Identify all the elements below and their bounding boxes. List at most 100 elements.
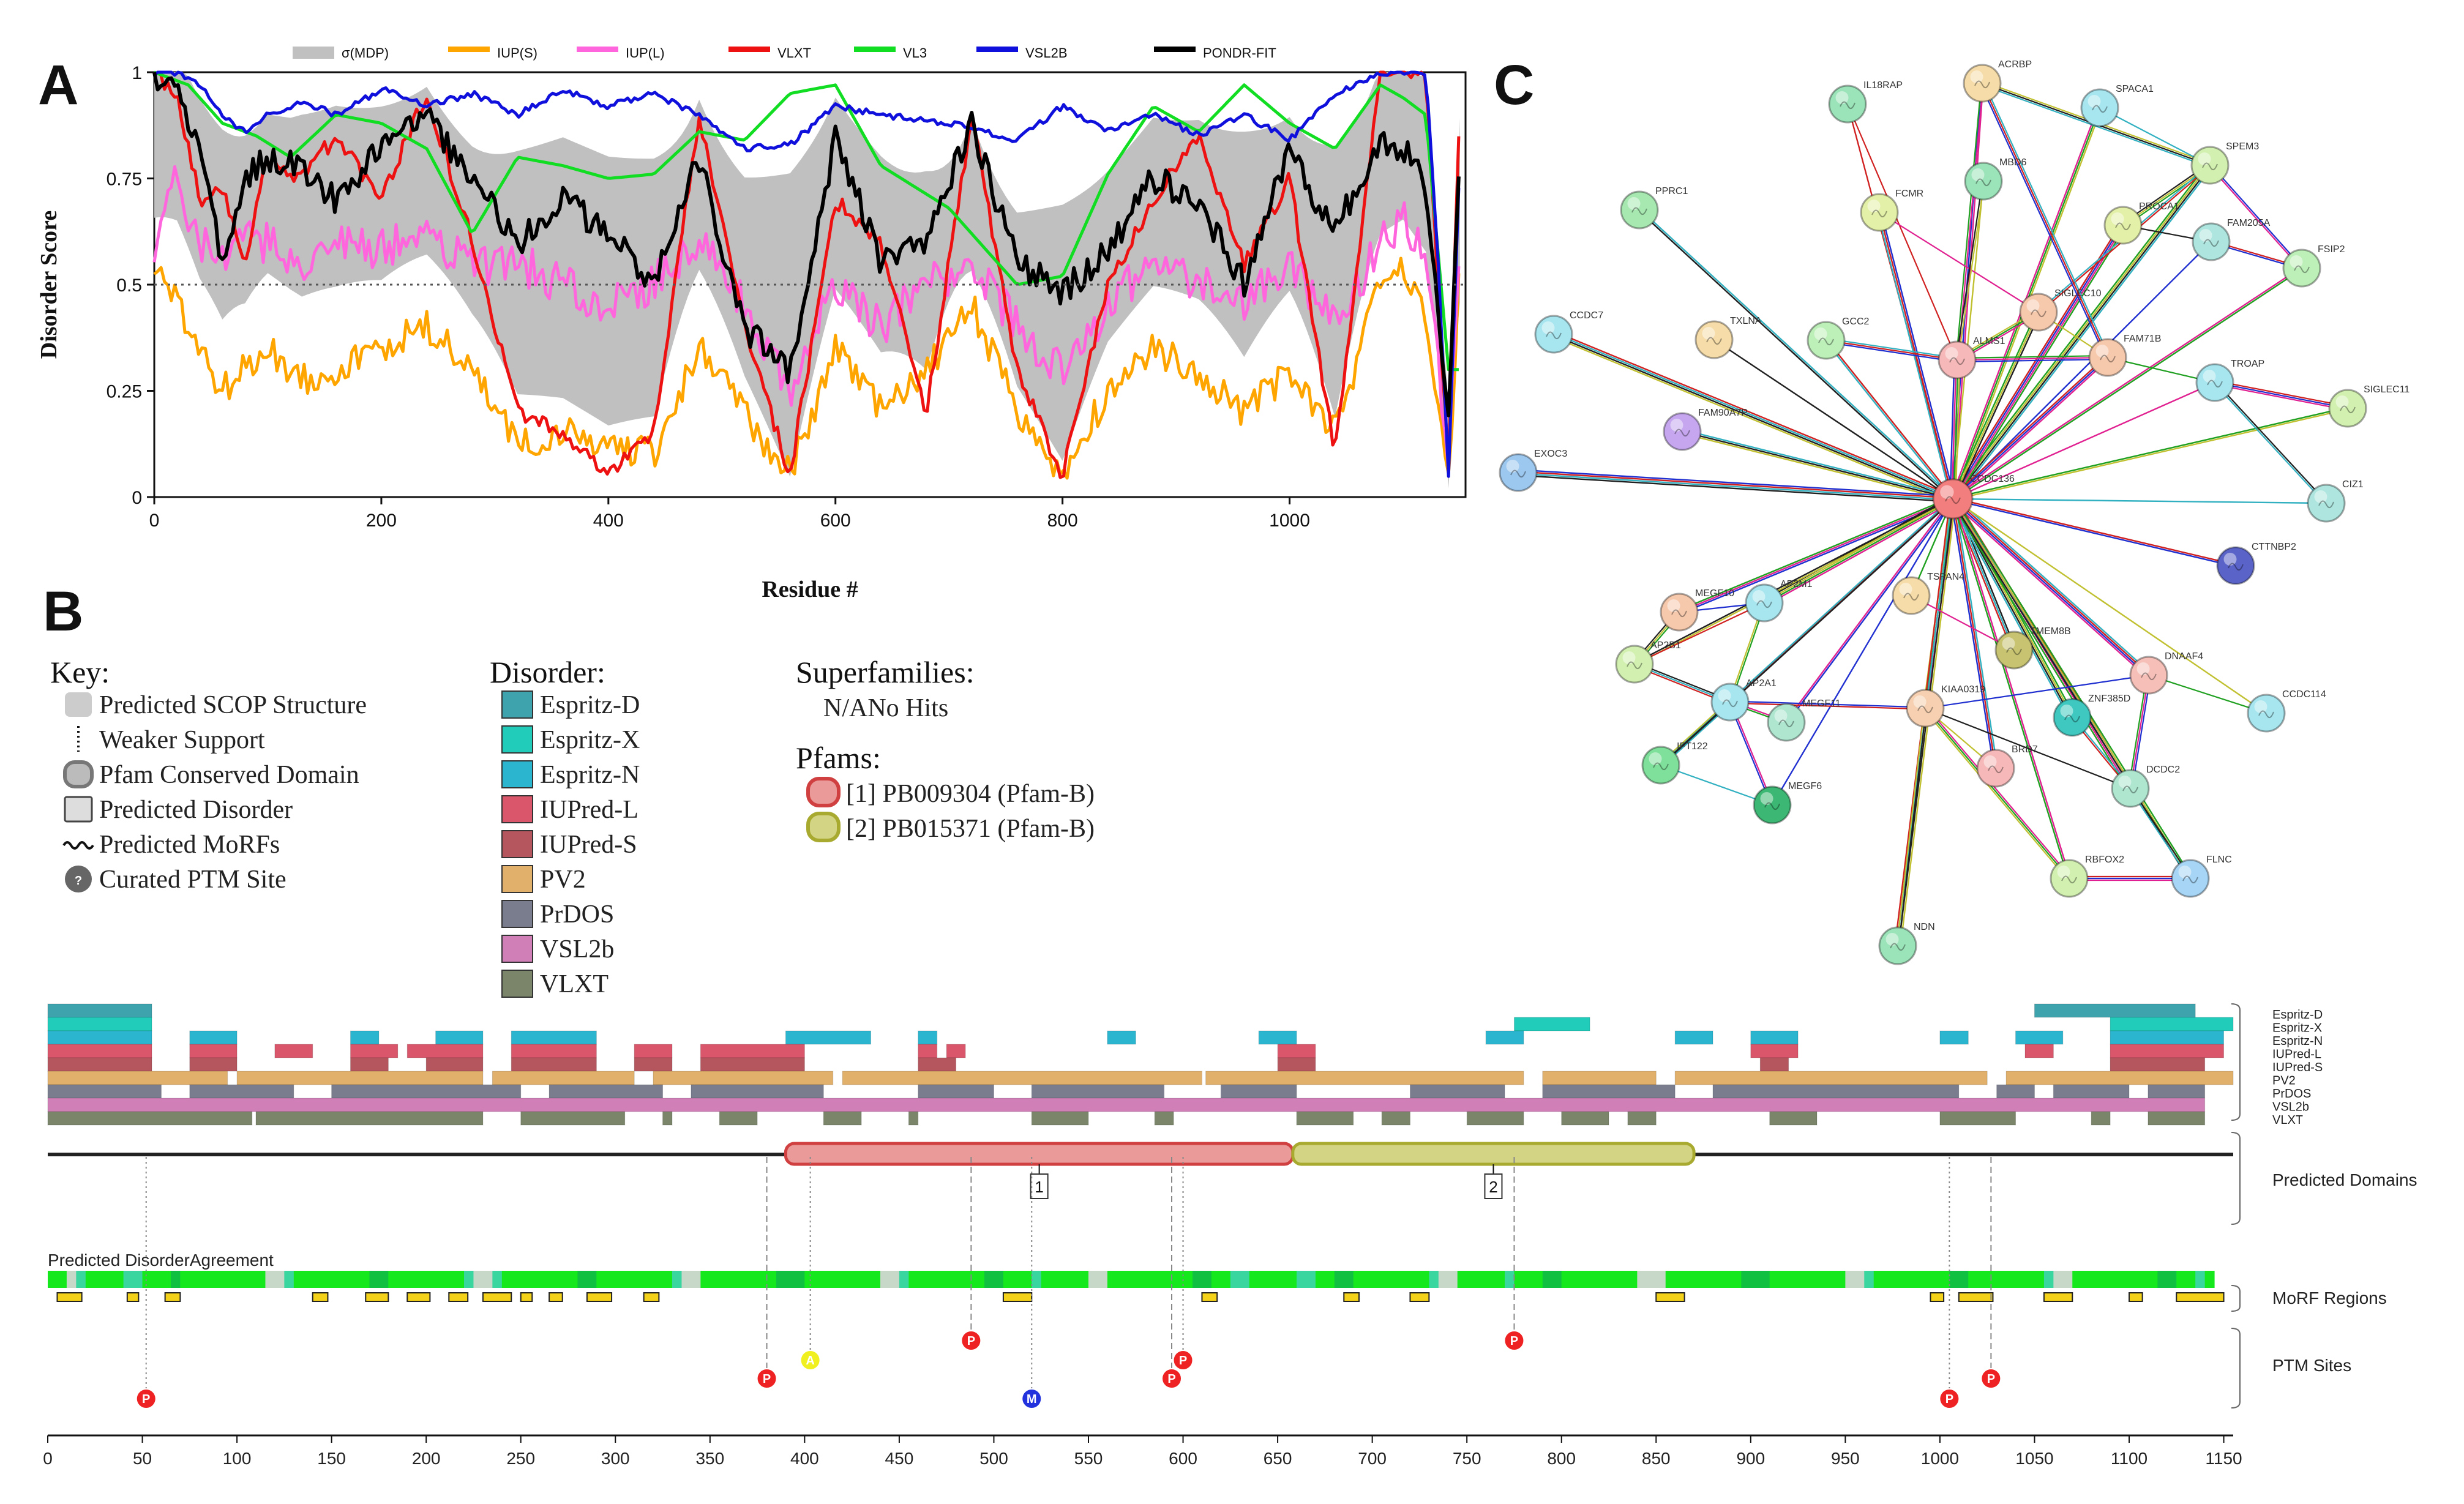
- agreement-cell: [464, 1271, 474, 1288]
- edge-extra: [1925, 707, 2131, 790]
- pfam-swatch: [806, 812, 841, 842]
- node-fam205a: [2192, 222, 2231, 261]
- track-segment-iupred-l: [47, 1044, 152, 1058]
- agreement-cell: [1590, 1271, 1600, 1288]
- node-highlight: [1667, 599, 1680, 612]
- node-highlight: [2111, 212, 2124, 225]
- track-segment-iupred-l: [2024, 1044, 2054, 1058]
- agreement-cell: [946, 1271, 957, 1288]
- node-highlight: [2057, 866, 2070, 878]
- node-highlight: [1945, 347, 1958, 360]
- track-segment-iupred-s: [918, 1057, 957, 1072]
- morf-region: [482, 1292, 512, 1302]
- edge-extra: [2214, 383, 2348, 411]
- domains-label: Predicted Domains: [2272, 1170, 2417, 1189]
- agreement-cell: [1419, 1271, 1429, 1288]
- track-segment-vlxt: [1939, 1111, 2017, 1126]
- node-structure-icon: [2228, 563, 2244, 571]
- node-ap2a1: [1710, 683, 1750, 722]
- node-label: IFT122: [1677, 741, 1708, 752]
- node-highlight: [1867, 200, 1881, 212]
- track-segment-espritz-n: [785, 1030, 872, 1045]
- track-segment-pv2: [842, 1071, 1202, 1085]
- legend-swatch: [293, 47, 334, 59]
- agreement-cell: [738, 1271, 749, 1288]
- disorder-tracks: Espritz-DEspritz-XEspritz-NIUPred-LIUPre…: [43, 1003, 2417, 1468]
- node-structure-icon: [1653, 762, 1669, 771]
- node-mbd6: [1964, 162, 2003, 201]
- agreement-cell: [1372, 1271, 1382, 1288]
- agreement-cell: [984, 1271, 994, 1288]
- agreement-cell: [1164, 1271, 1174, 1288]
- track-segment-pv2: [47, 1071, 228, 1085]
- edge-extra: [1729, 702, 1925, 710]
- agreement-cell: [265, 1271, 275, 1288]
- pfam-domain-2: [1291, 1142, 1696, 1166]
- edge-hub-fam71b: [1953, 358, 2110, 501]
- agreement-cell: [114, 1271, 124, 1288]
- edge-hub-ap2m1: [1763, 497, 1953, 603]
- edge-hub-pprc1: [1639, 209, 1954, 499]
- series-line-pondr-fit: [152, 72, 1461, 417]
- agreement-cell: [624, 1271, 635, 1288]
- edge-hub-cttnbp2: [1953, 497, 2236, 566]
- agreement-cell: [1977, 1271, 1988, 1288]
- node-highlight: [2223, 553, 2237, 566]
- edge-hub-fsip2: [1952, 266, 2302, 499]
- edge-extra: [1955, 181, 1983, 360]
- node-highlight: [2254, 700, 2267, 713]
- track-segment-vsl2b: [47, 1098, 2206, 1112]
- node-highlight: [2290, 255, 2303, 268]
- agreement-cell: [889, 1271, 900, 1288]
- node-label: FAM90A7P: [1698, 408, 1748, 418]
- node-structure-icon: [1671, 609, 1687, 618]
- agreement-cell: [653, 1271, 664, 1288]
- agreement-cell: [918, 1271, 928, 1288]
- track-segment-prdos: [691, 1084, 824, 1099]
- node-structure-icon: [1890, 943, 1906, 951]
- edge-extra: [2214, 381, 2348, 410]
- residue-tick-label: 1100: [2111, 1449, 2148, 1468]
- node-label: MEGF10: [1695, 588, 1734, 599]
- agreement-cell: [76, 1271, 86, 1288]
- edge-hub-gcc2: [1826, 339, 1955, 499]
- agreement-cell: [710, 1271, 720, 1288]
- residue-tick-label: 400: [790, 1449, 819, 1468]
- plot-series: [152, 70, 1466, 488]
- series-line-vl3: [154, 70, 1459, 372]
- node-fsip2: [2282, 249, 2321, 288]
- edge-extra: [1957, 358, 2108, 363]
- node-highlight: [2198, 152, 2211, 165]
- track-segment-espritz-n: [1750, 1030, 1799, 1045]
- track-segment-espritz-x: [2110, 1017, 2234, 1031]
- track-label: PrDOS: [2272, 1087, 2311, 1101]
- track-segment-vlxt: [1031, 1111, 1089, 1126]
- agreement-cell: [1486, 1271, 1496, 1288]
- agreement-cell: [501, 1271, 512, 1288]
- residue-tick-label: 550: [1074, 1449, 1103, 1468]
- edge-extra: [1981, 83, 2109, 358]
- node-label: FSIP2: [2318, 244, 2345, 255]
- track-segment-iupred-l: [946, 1044, 966, 1058]
- agreement-cell: [482, 1271, 493, 1288]
- agreement-cell: [237, 1271, 247, 1288]
- track-segment-prdos: [331, 1084, 522, 1099]
- track-segment-pv2: [492, 1071, 635, 1085]
- agreement-cell: [1013, 1271, 1023, 1288]
- legend-swatch: [448, 47, 490, 52]
- track-segment-vlxt: [520, 1111, 626, 1126]
- agreement-cell: [445, 1271, 455, 1288]
- node-label: DCDC2: [2146, 765, 2180, 775]
- track-segment-pv2: [653, 1071, 834, 1085]
- morf-region: [1655, 1292, 1685, 1302]
- track-segment-vlxt: [2091, 1111, 2111, 1126]
- agreement-cell: [1656, 1271, 1666, 1288]
- edge-hub-txlna: [1713, 339, 1953, 499]
- residue-tick-label: 300: [601, 1449, 630, 1468]
- node-highlight: [1970, 70, 1983, 83]
- residue-tick-label: 450: [885, 1449, 914, 1468]
- node-exoc3: [1499, 453, 1538, 492]
- agreement-cell: [1618, 1271, 1628, 1288]
- agreement-cell: [1552, 1271, 1562, 1288]
